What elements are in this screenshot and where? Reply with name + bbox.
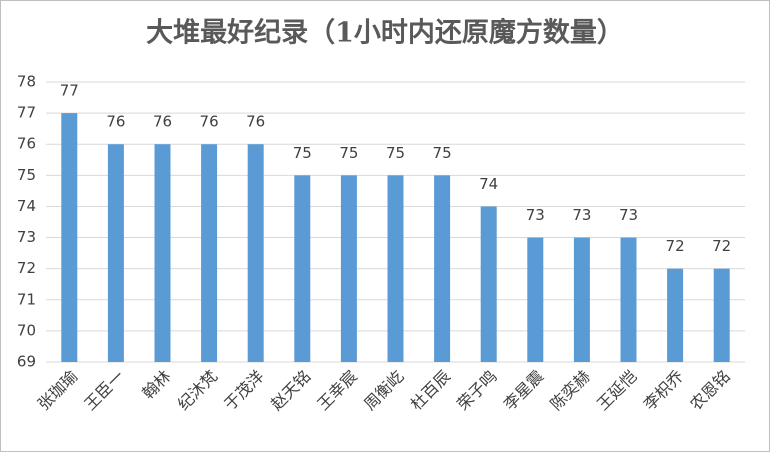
bar <box>61 113 78 362</box>
bar <box>480 206 497 362</box>
y-tick-label: 76 <box>17 135 36 153</box>
y-tick-label: 77 <box>17 104 36 122</box>
data-label: 75 <box>433 144 452 162</box>
data-label: 75 <box>339 144 358 162</box>
bar <box>713 268 730 362</box>
y-tick-label: 69 <box>17 353 36 371</box>
data-label: 76 <box>106 113 125 131</box>
data-label: 76 <box>153 113 172 131</box>
data-label: 73 <box>619 206 638 224</box>
bar <box>154 144 171 362</box>
y-tick-label: 71 <box>17 290 36 308</box>
chart-title: 大堆最好纪录（1小时内还原魔方数量） <box>146 17 624 49</box>
bar <box>434 175 451 362</box>
data-label: 76 <box>246 113 265 131</box>
bar <box>620 237 637 362</box>
y-tick-label: 73 <box>17 228 36 246</box>
y-tick-label: 75 <box>17 166 36 184</box>
y-tick-label: 72 <box>17 259 36 277</box>
data-label: 74 <box>479 175 498 193</box>
bar <box>201 144 218 362</box>
y-tick-label: 78 <box>17 73 36 91</box>
y-tick-label: 74 <box>17 197 36 215</box>
data-label: 75 <box>386 144 405 162</box>
data-label: 73 <box>572 206 591 224</box>
data-label: 72 <box>712 237 731 255</box>
data-label: 75 <box>293 144 312 162</box>
bar <box>107 144 124 362</box>
data-label: 72 <box>666 237 685 255</box>
bar <box>573 237 590 362</box>
bar <box>527 237 544 362</box>
data-label: 77 <box>60 82 79 100</box>
bar <box>294 175 311 362</box>
data-label: 73 <box>526 206 545 224</box>
bar <box>340 175 357 362</box>
y-tick-label: 70 <box>17 321 36 339</box>
bar <box>667 268 684 362</box>
data-label: 76 <box>200 113 219 131</box>
bar <box>247 144 264 362</box>
bar <box>387 175 404 362</box>
